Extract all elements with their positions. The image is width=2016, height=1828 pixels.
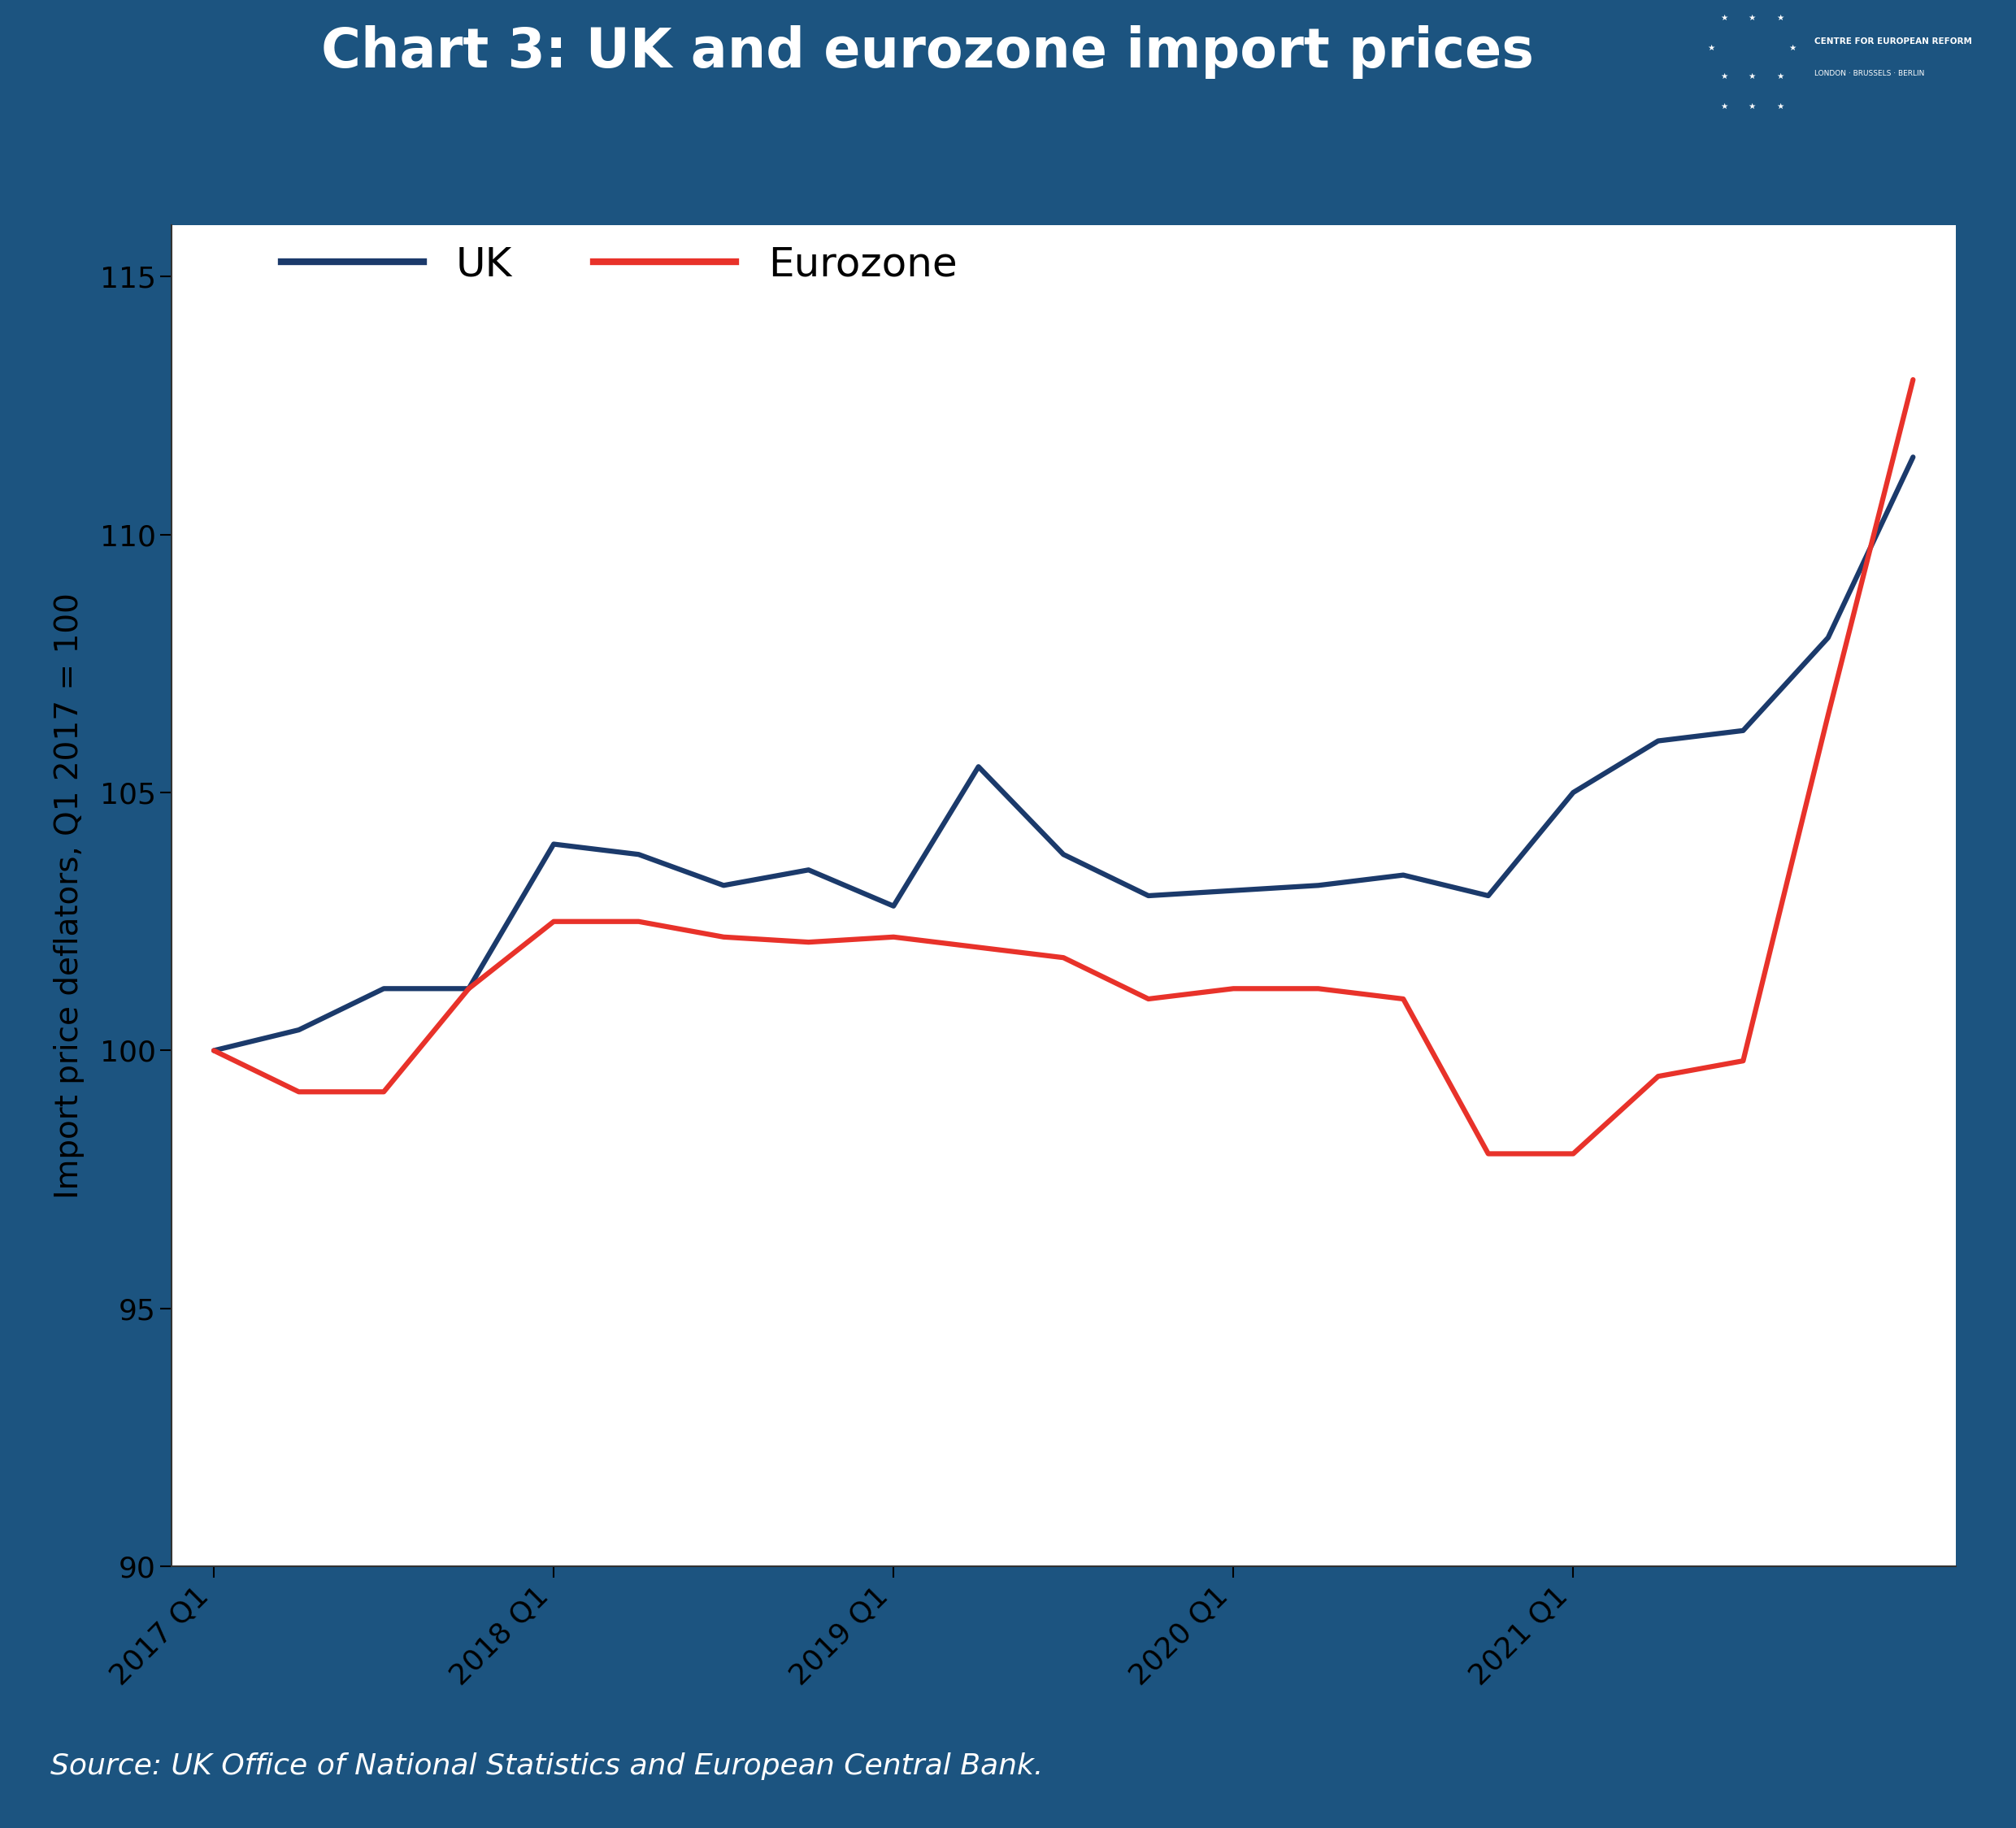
Legend: UK, Eurozone: UK, Eurozone (280, 245, 958, 283)
Text: LONDON · BRUSSELS · BERLIN: LONDON · BRUSSELS · BERLIN (1814, 69, 1925, 77)
Text: ★: ★ (1720, 13, 1728, 22)
Text: ★: ★ (1720, 71, 1728, 80)
Y-axis label: Import price deflators, Q1 2017 = 100: Import price deflators, Q1 2017 = 100 (52, 592, 85, 1199)
Text: ★: ★ (1788, 44, 1796, 53)
Text: CENTRE FOR EUROPEAN REFORM: CENTRE FOR EUROPEAN REFORM (1814, 37, 1972, 46)
Text: Chart 3: UK and eurozone import prices: Chart 3: UK and eurozone import prices (321, 26, 1534, 79)
Text: ★: ★ (1776, 13, 1784, 22)
Text: ★: ★ (1708, 44, 1716, 53)
Text: ★: ★ (1748, 13, 1756, 22)
Text: ★: ★ (1776, 102, 1784, 112)
Text: ★: ★ (1748, 102, 1756, 112)
Text: ★: ★ (1776, 71, 1784, 80)
Text: ★: ★ (1748, 71, 1756, 80)
Text: ★: ★ (1720, 102, 1728, 112)
Text: Source: UK Office of National Statistics and European Central Bank.: Source: UK Office of National Statistics… (50, 1751, 1042, 1780)
